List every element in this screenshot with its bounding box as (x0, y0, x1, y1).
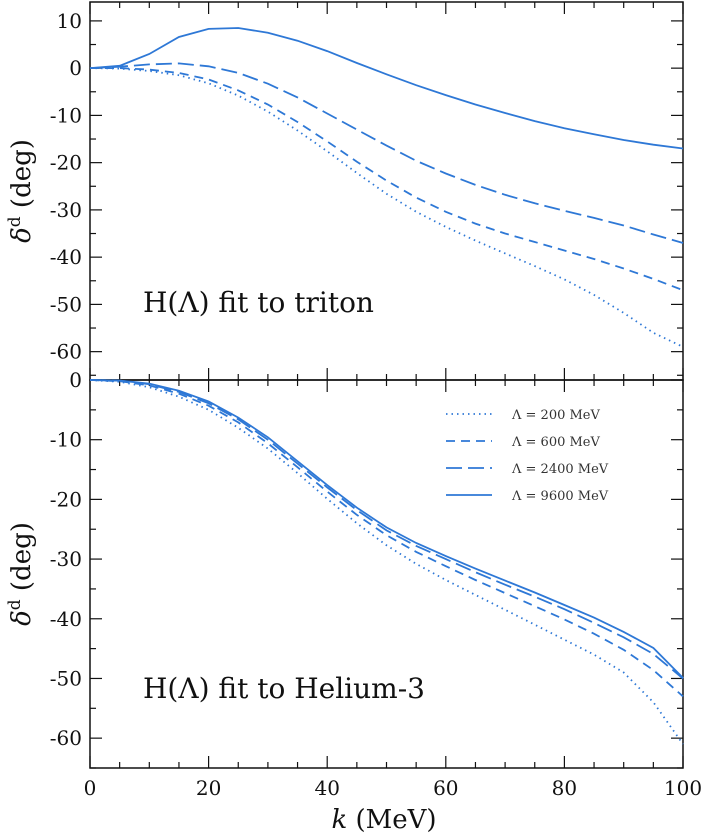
y-axis-title: δd (deg) (5, 522, 37, 626)
legend: Λ = 200 MeV Λ = 600 MeV Λ = 2400 MeV Λ = 96… (446, 408, 609, 504)
series-line-solid (89, 379, 684, 679)
y-tick-label: -60 (50, 340, 82, 364)
series-line-dashed (89, 379, 684, 698)
y-axis-title-symbol: δ (7, 610, 37, 626)
y-tick-label: -20 (50, 151, 82, 175)
y-tick-label: 0 (69, 56, 82, 80)
series-line-solid (89, 27, 684, 150)
series-line-long-dashed (89, 379, 684, 680)
x-tick-label: 20 (196, 776, 221, 800)
x-axis: 0 20 40 60 80 100 (84, 776, 702, 800)
y-axis-title: δd (deg) (5, 139, 37, 243)
legend-label: Λ = 200 MeV (511, 408, 600, 423)
y-tick-label: -10 (50, 103, 82, 127)
y-axis-title-unit: (deg) (7, 522, 37, 599)
y-tick-label: 0 (69, 368, 82, 392)
y-tick-label: -30 (50, 547, 82, 571)
y-tick-label: -50 (50, 666, 82, 690)
legend-label: Λ = 9600 MeV (511, 489, 609, 504)
x-axis-title-symbol: k (331, 805, 347, 835)
series-line-dashed (90, 67, 684, 292)
y-tick-label: -60 (50, 726, 82, 750)
y-axis-title-superscript: d (5, 216, 25, 227)
y-tick-label: -40 (50, 245, 82, 269)
panel-annotation: H(Λ) fit to Helium-3 (143, 672, 425, 705)
y-tick-label: -40 (50, 607, 82, 631)
legend-label: Λ = 2400 MeV (511, 462, 609, 477)
y-axis-title-unit: (deg) (7, 139, 37, 216)
x-tick-label: 40 (314, 776, 339, 800)
legend-label: Λ = 600 MeV (511, 435, 600, 450)
x-tick-label: 0 (84, 776, 97, 800)
bottom-panel: 0 -10 -20 -30 -40 -50 -60 δd (deg) H(Λ) fit to H… (5, 368, 684, 769)
top-panel: 10 0 -10 -20 -30 -40 -50 -60 δd (deg) H(Λ) fit to… (5, 1, 684, 381)
x-tick-label: 80 (552, 776, 577, 800)
y-tick-label: -10 (50, 428, 82, 452)
x-tick-label: 60 (433, 776, 458, 800)
y-tick-label: -20 (50, 487, 82, 511)
series-line-dotted (89, 67, 684, 348)
y-axis-title-superscript: d (5, 599, 25, 610)
series-line-long-dashed (89, 62, 684, 244)
x-axis-title: k (MeV) (331, 805, 436, 835)
series-line-dotted (89, 379, 684, 745)
x-axis-title-unit: (MeV) (347, 805, 436, 835)
y-tick-label: 10 (57, 9, 82, 33)
plot-frame (89, 1, 684, 381)
y-tick-label: -50 (50, 292, 82, 316)
y-axis-title-symbol: δ (7, 227, 37, 243)
panel-annotation: H(Λ) fit to triton (143, 286, 374, 319)
x-tick-label: 100 (664, 776, 702, 800)
y-tick-label: -30 (50, 198, 82, 222)
